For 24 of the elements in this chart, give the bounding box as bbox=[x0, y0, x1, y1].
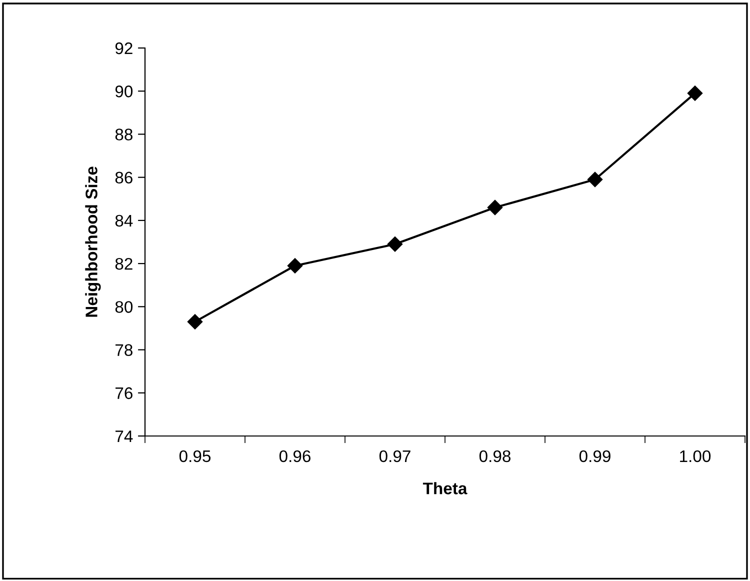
y-tick-label: 92 bbox=[115, 42, 132, 54]
point bbox=[487, 200, 503, 216]
y-tick-label: 84 bbox=[115, 214, 133, 227]
y-tick-label: 90 bbox=[115, 86, 133, 98]
y-tick-label: 86 bbox=[115, 172, 132, 184]
point bbox=[287, 258, 303, 274]
x-tick-label: 0.95 bbox=[179, 450, 211, 462]
y-tick-label: 88 bbox=[115, 128, 132, 140]
x-tick-label: 1.00 bbox=[680, 450, 711, 462]
y-tick-label: 82 bbox=[115, 258, 132, 270]
x-tick-label: 0.98 bbox=[479, 450, 510, 462]
y-tick-label: 76 bbox=[116, 387, 132, 400]
y-axis-title: Neighborhood Size bbox=[85, 166, 101, 317]
y-tick-label: 78 bbox=[116, 344, 132, 356]
x-tick-label: 0.96 bbox=[279, 450, 310, 462]
point bbox=[687, 86, 703, 101]
x-tick-label: 0.99 bbox=[579, 450, 610, 462]
x-tick-label: 0.97 bbox=[379, 450, 410, 462]
point bbox=[187, 314, 203, 330]
y-tick-label: 80 bbox=[115, 301, 133, 313]
y-tick-label: 74 bbox=[116, 430, 133, 442]
point bbox=[387, 236, 403, 252]
point bbox=[587, 172, 603, 188]
x-axis-title: Theta bbox=[422, 482, 468, 494]
